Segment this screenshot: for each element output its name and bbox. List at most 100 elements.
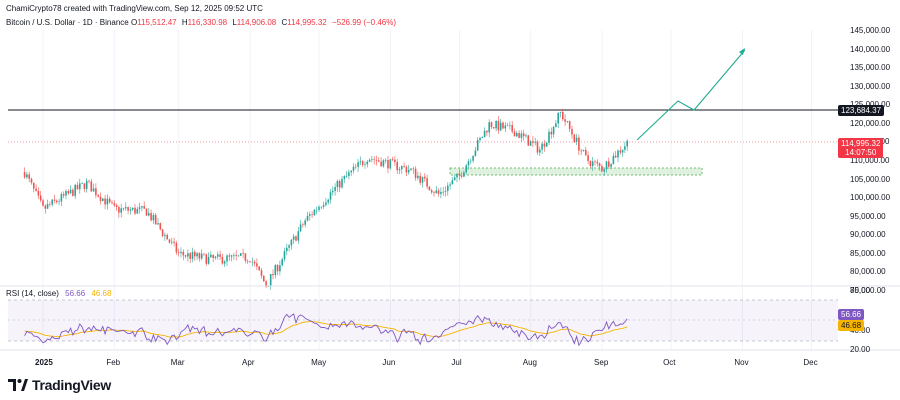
candle-up — [384, 160, 387, 161]
candle-up — [46, 204, 49, 209]
candle-up — [442, 191, 444, 193]
candle-up — [214, 256, 217, 259]
candle-up — [389, 159, 392, 169]
candle-up — [345, 176, 348, 177]
candle-down — [258, 266, 260, 271]
time-axis-label: Mar — [170, 358, 185, 367]
candle-up — [124, 207, 127, 209]
candle-down — [492, 127, 495, 129]
candle-down — [394, 159, 396, 162]
candle-up — [472, 155, 474, 161]
candle-down — [221, 256, 224, 264]
candle-up — [545, 142, 548, 147]
candle-up — [529, 141, 532, 146]
candle-up — [138, 207, 141, 209]
candle-up — [81, 183, 83, 184]
candle-up — [610, 164, 612, 167]
candle-up — [357, 162, 359, 167]
candle-up — [92, 188, 95, 192]
candle-down — [42, 200, 44, 206]
candle-up — [230, 255, 233, 257]
rsi-title-label[interactable]: RSI (14, close) — [6, 289, 59, 298]
candle-down — [134, 207, 136, 214]
tradingview-logo-icon — [8, 379, 28, 391]
candle-down — [228, 255, 231, 257]
time-axis-label: Jun — [382, 358, 396, 367]
candle-up — [359, 161, 362, 163]
candle-up — [106, 198, 109, 205]
candle-up — [446, 185, 449, 192]
projection-arrow-head — [739, 48, 745, 55]
candle-down — [596, 161, 599, 164]
candle-up — [538, 149, 541, 153]
candle-down — [55, 200, 58, 203]
candle-up — [474, 150, 477, 156]
candle-up — [520, 133, 523, 138]
candle-up — [223, 261, 226, 264]
candle-up — [421, 176, 424, 183]
time-axis-label: Nov — [734, 358, 749, 367]
candle-down — [543, 143, 546, 147]
candle-down — [72, 189, 74, 196]
candle-down — [67, 191, 70, 194]
candle-down — [111, 202, 113, 204]
candle-down — [414, 168, 417, 179]
current-price-tag: 114,995.32 14:07:50 — [838, 138, 884, 158]
candle-down — [62, 194, 65, 196]
candle-down — [601, 166, 603, 172]
tradingview-wordmark: TradingView — [32, 377, 111, 393]
candle-up — [555, 123, 557, 128]
price-axis-label: 140,000.00 — [850, 44, 891, 54]
candle-up — [315, 209, 318, 211]
candle-down — [373, 159, 375, 161]
candle-up — [541, 143, 543, 150]
candle-up — [479, 137, 481, 141]
candle-down — [83, 183, 86, 190]
candle-down — [212, 254, 214, 259]
candle-up — [313, 209, 316, 215]
candle-up — [552, 127, 555, 135]
candle-up — [548, 131, 550, 143]
candle-up — [336, 180, 339, 188]
candle-up — [469, 160, 472, 162]
symbol-title[interactable]: Bitcoin / U.S. Dollar · 1D · Binance — [6, 18, 129, 27]
price-axis-label: 75,000.00 — [850, 286, 886, 295]
candle-up — [308, 214, 311, 216]
candle-down — [35, 188, 37, 191]
candle-down — [412, 168, 415, 170]
candle-down — [614, 155, 617, 158]
open-label: O — [130, 18, 138, 27]
candle-down — [396, 161, 398, 171]
candle-up — [341, 178, 343, 188]
candle-up — [382, 160, 385, 167]
tradingview-brand[interactable]: TradingView — [8, 377, 111, 393]
candle-down — [594, 161, 596, 162]
candle-down — [573, 134, 576, 142]
candle-up — [207, 257, 210, 264]
price-axis-label: 105,000.00 — [850, 174, 891, 184]
price-axis-label: 90,000.00 — [850, 230, 886, 240]
candle-up — [463, 172, 465, 177]
candle-up — [525, 135, 527, 137]
candle-down — [49, 204, 51, 205]
candle-down — [272, 274, 274, 276]
candle-up — [400, 166, 403, 170]
candle-up — [605, 161, 608, 170]
candle-up — [147, 213, 150, 216]
candle-up — [290, 239, 293, 246]
candle-up — [157, 223, 159, 225]
candle-up — [476, 140, 479, 151]
candle-down — [99, 196, 102, 201]
rsi-ma-value-text: 46.68 — [91, 289, 112, 298]
candle-down — [354, 166, 357, 168]
candle-up — [449, 184, 451, 186]
candle-up — [329, 192, 332, 200]
candle-down — [28, 174, 30, 179]
candle-down — [587, 155, 589, 161]
candle-up — [226, 255, 228, 262]
time-axis-label: Aug — [522, 358, 537, 367]
candle-down — [564, 119, 566, 122]
candle-down — [458, 173, 461, 176]
candle-up — [200, 253, 203, 259]
